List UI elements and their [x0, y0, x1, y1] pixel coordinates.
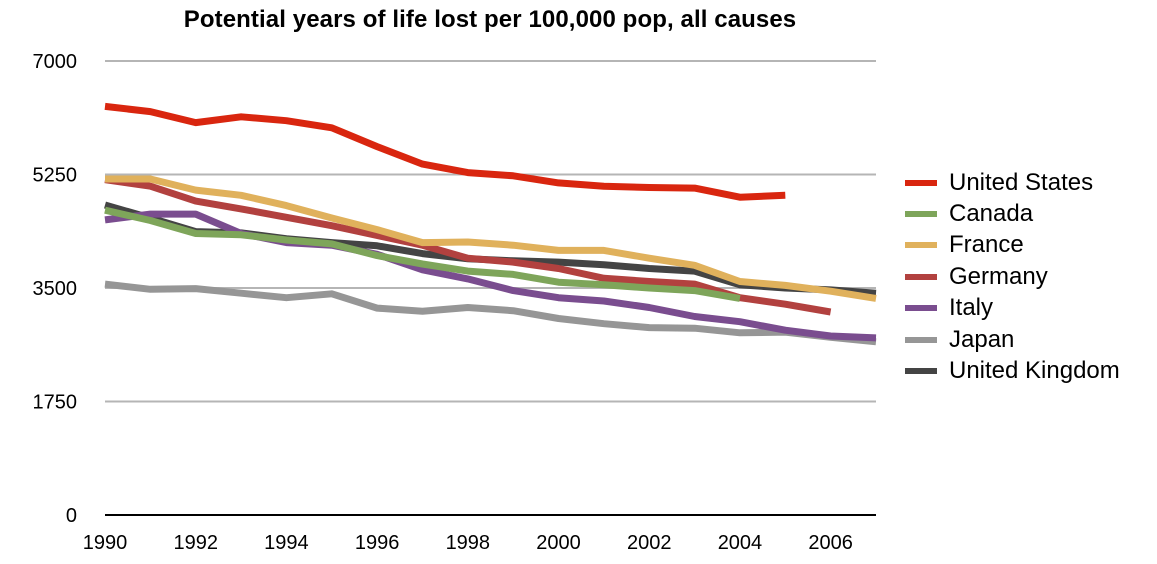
x-tick-label: 1994	[264, 532, 309, 554]
legend-swatch	[905, 211, 937, 218]
legend-swatch	[905, 336, 937, 343]
series-line-germany	[104, 176, 832, 316]
legend-label: Italy	[949, 294, 994, 322]
legend-label: Canada	[949, 200, 1034, 228]
legend-item-france: France	[905, 230, 1155, 261]
legend-item-italy: Italy	[905, 293, 1155, 324]
x-tick-label: 2004	[718, 532, 763, 554]
legend-label: Germany	[949, 262, 1048, 290]
legend-item-japan: Japan	[905, 324, 1155, 355]
y-tick-label: 7000	[33, 51, 78, 73]
series-line-france	[105, 175, 877, 302]
legend-item-united-states: United States	[905, 167, 1155, 198]
chart-legend: United States Canada France Germany Italy Jap…	[905, 167, 1155, 387]
legend-item-united-kingdom: United Kingdom	[905, 355, 1155, 386]
legend-item-germany: Germany	[905, 261, 1155, 292]
y-tick-label: 0	[66, 505, 77, 527]
series-line-united-states	[104, 102, 786, 201]
x-tick-label: 2006	[808, 532, 853, 554]
legend-label: France	[949, 231, 1024, 259]
x-tick-label: 1998	[446, 532, 491, 554]
y-tick-label: 1750	[33, 392, 78, 414]
legend-item-canada: Canada	[905, 198, 1155, 229]
x-tick-label: 2000	[536, 532, 581, 554]
legend-swatch	[905, 273, 937, 280]
legend-swatch	[905, 305, 937, 312]
legend-label: United States	[949, 168, 1094, 196]
series-line-japan	[104, 280, 877, 346]
legend-swatch	[905, 179, 937, 186]
legend-swatch	[905, 368, 937, 375]
y-tick-label: 5250	[33, 165, 78, 187]
x-tick-label: 1992	[173, 532, 218, 554]
legend-label: Japan	[949, 325, 1015, 353]
legend-label: United Kingdom	[949, 357, 1120, 385]
x-tick-label: 2002	[627, 532, 672, 554]
legend-swatch	[905, 242, 937, 249]
x-tick-label: 1990	[83, 532, 128, 554]
x-tick-label: 1996	[355, 532, 400, 554]
y-tick-label: 3500	[33, 278, 78, 300]
series-line-canada	[104, 206, 741, 302]
chart-title: Potential years of life lost per 100,000…	[183, 6, 797, 33]
series-line-italy	[104, 210, 877, 342]
